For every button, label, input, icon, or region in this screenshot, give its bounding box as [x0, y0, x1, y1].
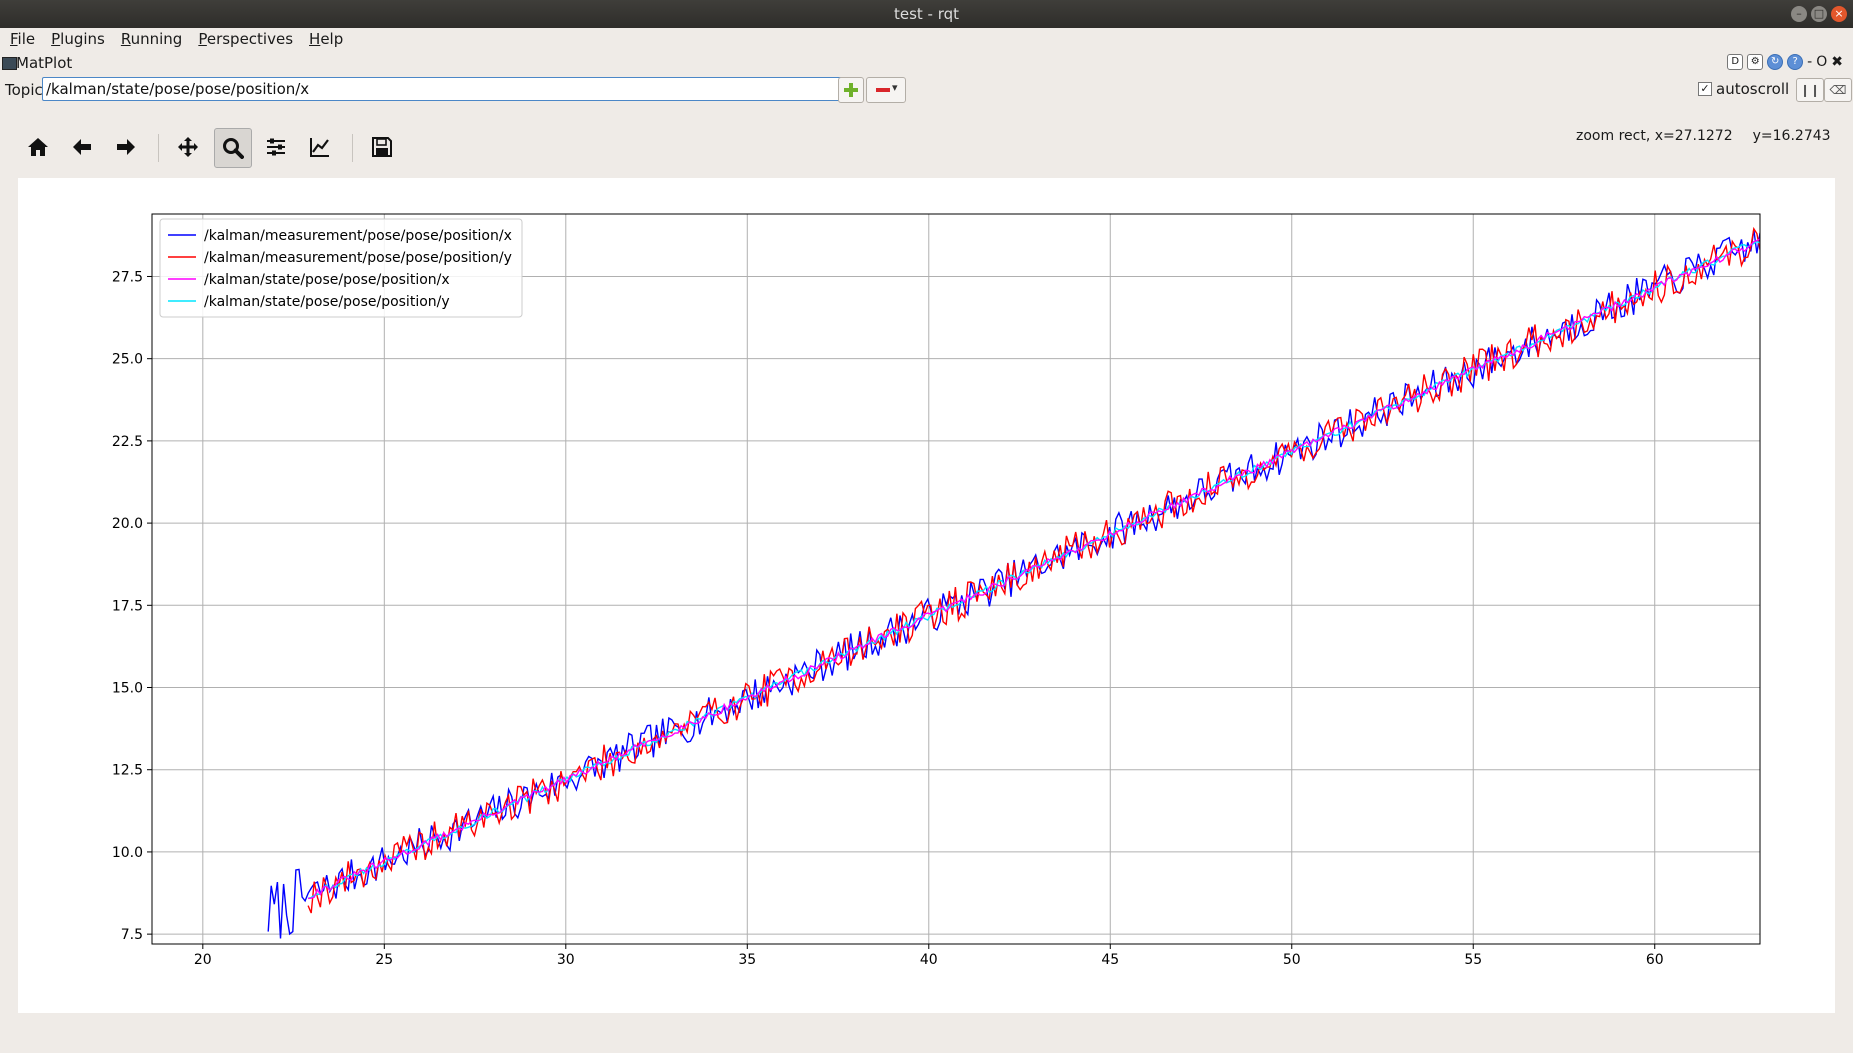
zoom-icon[interactable] — [214, 128, 252, 168]
topic-input[interactable] — [42, 77, 842, 101]
series-line-2 — [307, 226, 1760, 914]
cursor-coordinates: zoom rect, x=27.1272 y=16.2743 — [1576, 128, 1831, 144]
matplotlib-figure[interactable]: 20 25 30 35 40 45 50 55 60 7.5 10.0 12.5 15.0 17.5 20.… — [18, 178, 1835, 1013]
x-tick-label: 50 — [1283, 952, 1301, 968]
toolbar-separator — [158, 134, 159, 162]
y-tick-label: 25.0 — [112, 352, 143, 368]
series-line-3 — [308, 238, 1760, 900]
y-tick-label: 12.5 — [112, 763, 143, 779]
topic-label: Topic — [5, 81, 43, 99]
window-title: test - rqt — [893, 5, 960, 23]
save-icon[interactable] — [364, 128, 400, 166]
plugin-title: MatPlot — [16, 54, 73, 72]
x-tick-label: 45 — [1101, 952, 1119, 968]
y-tick-label: 7.5 — [121, 927, 143, 943]
checkbox-check-icon: ✓ — [1698, 82, 1712, 96]
y-tick-label: 27.5 — [112, 269, 143, 285]
home-icon[interactable] — [20, 128, 56, 166]
cursor-y: y=16.2743 — [1752, 128, 1831, 144]
close-icon[interactable]: × — [1831, 6, 1847, 22]
plugin-terminal-icon — [2, 57, 17, 70]
minimize-plugin-button[interactable]: - — [1807, 54, 1813, 70]
y-tick-label: 20.0 — [112, 516, 143, 532]
menu-running-label: unning — [130, 30, 183, 48]
menu-plugins[interactable]: Plugins — [41, 28, 111, 50]
plugin-header-tools: D ⚙ ↻ ? - O ✖ — [1727, 54, 1843, 70]
cursor-mode-x: zoom rect, x=27.1272 — [1576, 128, 1733, 144]
plot-canvas[interactable]: 20 25 30 35 40 45 50 55 60 7.5 10.0 12.5 15.0 17.5 20.… — [18, 178, 1835, 1013]
pause-button[interactable]: ❙❙ — [1796, 78, 1824, 102]
x-tick-label: 40 — [920, 952, 938, 968]
menu-help-mnemonic: H — [309, 30, 321, 48]
menu-plugins-label: lugins — [60, 30, 105, 48]
reload-icon[interactable]: ↻ — [1767, 54, 1784, 70]
menu-file-label: ile — [17, 30, 36, 48]
help-icon[interactable]: ? — [1787, 54, 1804, 70]
menu-help-label: elp — [320, 30, 344, 48]
edit-curves-icon[interactable] — [302, 128, 338, 166]
x-tick-label: 30 — [557, 952, 575, 968]
toolbar-separator — [352, 134, 353, 162]
menu-running[interactable]: Running — [111, 28, 188, 50]
forward-icon[interactable] — [108, 128, 144, 166]
x-tick-label: 20 — [194, 952, 212, 968]
menu-help[interactable]: Help — [299, 28, 349, 50]
dock-d-button[interactable]: D — [1727, 54, 1744, 70]
topic-row: Topic ✓ autoscroll ❙❙ ⌫ — [0, 76, 1853, 104]
x-tick-label: 35 — [738, 952, 756, 968]
y-tick-label: 15.0 — [112, 681, 143, 697]
legend-entry: /kalman/state/pose/pose/position/y — [204, 294, 450, 310]
maximize-icon[interactable]: □ — [1811, 6, 1827, 22]
gear-icon[interactable]: ⚙ — [1747, 54, 1764, 70]
legend-entry: /kalman/measurement/pose/pose/position/x — [204, 228, 512, 244]
menu-plugins-mnemonic: P — [51, 30, 61, 48]
x-tick-label: 25 — [375, 952, 393, 968]
menu-bar: File Plugins Running Perspectives Help — [0, 28, 1853, 50]
x-tick-label: 55 — [1464, 952, 1482, 968]
clear-button[interactable]: ⌫ — [1824, 78, 1852, 102]
float-plugin-button[interactable]: O — [1816, 54, 1828, 70]
close-plugin-icon[interactable]: ✖ — [1831, 54, 1843, 70]
menu-file-mnemonic: F — [10, 30, 18, 48]
menu-perspectives-label: erspectives — [206, 30, 294, 48]
y-tick-label: 17.5 — [112, 598, 143, 614]
back-icon[interactable] — [64, 128, 100, 166]
legend-entry: /kalman/measurement/pose/pose/position/y — [204, 250, 512, 266]
y-tick-label: 22.5 — [112, 434, 143, 450]
pan-icon[interactable] — [170, 128, 206, 166]
autoscroll-checkbox[interactable]: ✓ autoscroll — [1698, 80, 1789, 98]
plugin-header: MatPlot D ⚙ ↻ ? - O ✖ — [0, 52, 1853, 74]
window-titlebar: test - rqt – □ × — [0, 0, 1853, 28]
subplots-icon[interactable] — [258, 128, 294, 166]
x-tick-label: 60 — [1646, 952, 1664, 968]
legend-box — [159, 218, 523, 318]
minimize-icon[interactable]: – — [1791, 6, 1807, 22]
menu-perspectives[interactable]: Perspectives — [188, 28, 299, 50]
remove-topic-button[interactable] — [866, 77, 906, 103]
menu-perspectives-mnemonic: P — [198, 30, 207, 48]
autoscroll-label: autoscroll — [1716, 80, 1790, 98]
axes-frame — [151, 213, 1761, 945]
window-controls: – □ × — [1791, 6, 1847, 22]
legend-entry: /kalman/state/pose/pose/position/x — [204, 272, 450, 288]
add-topic-button[interactable] — [838, 77, 864, 103]
menu-file[interactable]: File — [0, 28, 41, 50]
y-tick-label: 10.0 — [112, 845, 143, 861]
menu-running-mnemonic: R — [120, 30, 131, 48]
